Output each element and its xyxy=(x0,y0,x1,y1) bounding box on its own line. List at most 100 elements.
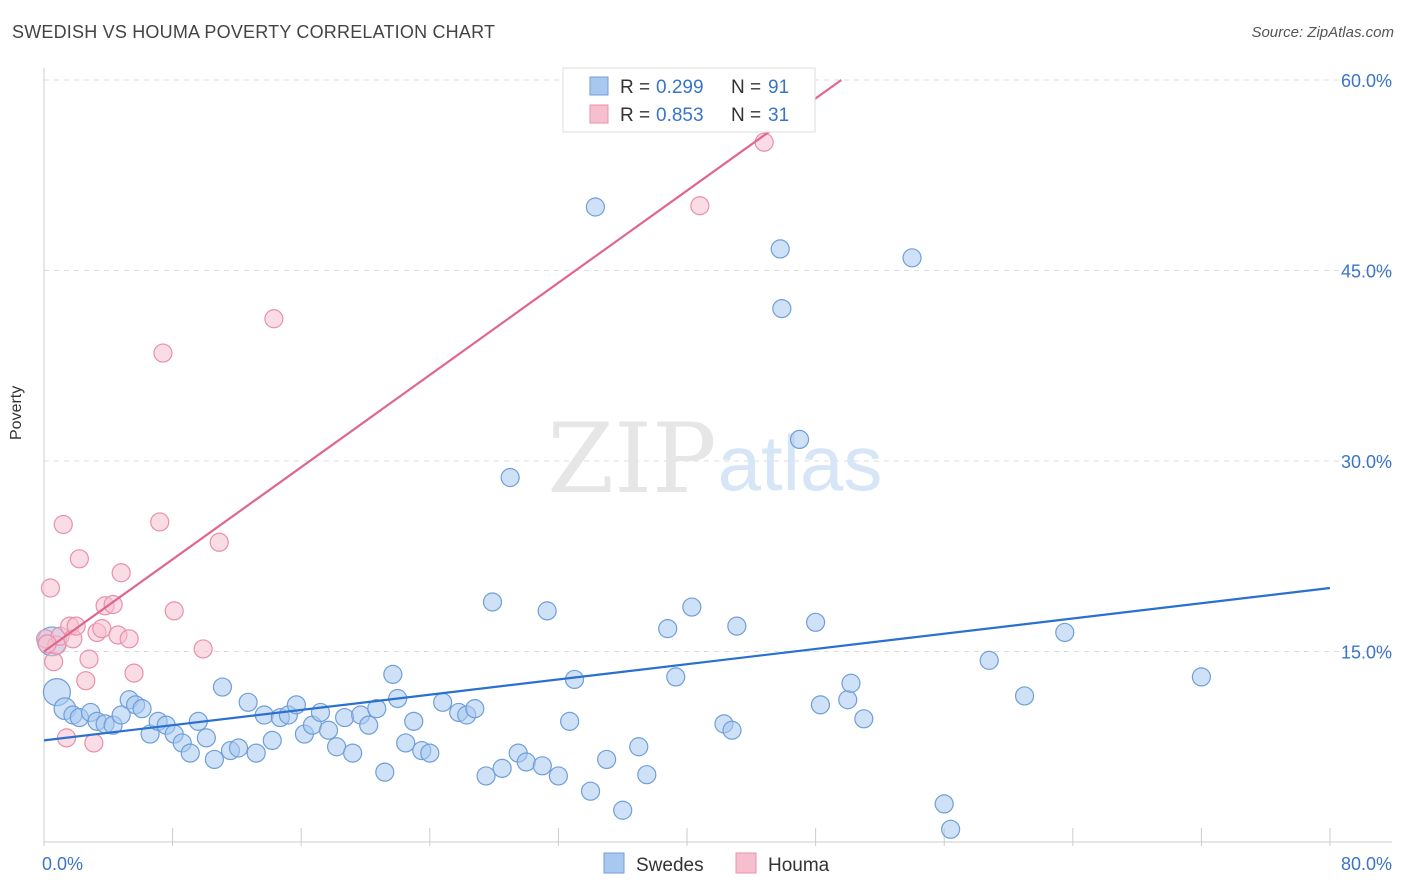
swedes-point xyxy=(383,664,403,684)
swedes-point xyxy=(564,669,585,690)
tick-labels: 15.0% 30.0% 45.0% 60.0% 0.0% 80.0% xyxy=(42,71,1392,874)
axes xyxy=(43,68,1392,846)
swedes-point xyxy=(180,743,200,763)
houma-point xyxy=(84,733,104,753)
y-tick-label: 15.0% xyxy=(1341,643,1392,663)
legend-label: Swedes xyxy=(636,855,704,876)
swedes-point xyxy=(335,707,355,728)
swedes-point xyxy=(841,673,861,693)
swedes-point xyxy=(597,749,617,770)
source-credit: Source: ZipAtlas.com xyxy=(1251,24,1394,41)
swedes-point xyxy=(111,705,131,725)
trend-lines xyxy=(43,79,1331,742)
swedes-point xyxy=(482,592,503,612)
swedes-point xyxy=(238,692,258,712)
swedes-point xyxy=(465,699,485,719)
stats-r-label: R = xyxy=(620,105,650,126)
swedes-point xyxy=(359,715,379,735)
houma-point xyxy=(153,343,173,363)
swedes-point xyxy=(854,709,874,729)
legend-swatch xyxy=(603,852,625,874)
stats-r-label: R = xyxy=(620,77,650,98)
stats-swatch xyxy=(589,104,609,124)
chart-title: SWEDISH VS HOUMA POVERTY CORRELATION CHA… xyxy=(12,22,496,42)
stats-legend: R = 0.299 N = 91 R = 0.853 N = 31 xyxy=(562,67,816,133)
swedes-point xyxy=(1191,667,1212,687)
swedes-point xyxy=(789,429,810,450)
houma-point xyxy=(193,639,213,659)
houma-point xyxy=(124,663,144,683)
houma-point xyxy=(119,629,139,649)
houma-point xyxy=(92,619,112,639)
swedes-point xyxy=(420,743,440,763)
swedes-point xyxy=(132,699,152,719)
swedes-point xyxy=(902,248,922,268)
swedes-point xyxy=(492,758,512,778)
swedes-point xyxy=(629,737,649,757)
swedes-point xyxy=(548,766,569,786)
swedes-point xyxy=(262,730,282,751)
stats-r-value: 0.853 xyxy=(656,105,704,126)
y-tick-label: 30.0% xyxy=(1341,452,1392,472)
legend-label: Houma xyxy=(768,855,830,876)
swedes-point xyxy=(941,819,961,839)
swedes-point xyxy=(1014,686,1035,706)
swedes-point xyxy=(772,299,792,319)
swedes-point xyxy=(979,650,999,670)
swedes-trend-line xyxy=(43,586,1331,742)
houma-point xyxy=(44,652,64,672)
x-tick-label-max: 80.0% xyxy=(1341,854,1392,874)
stats-swatch xyxy=(589,76,609,96)
houma-point xyxy=(69,549,89,569)
swedes-point xyxy=(658,619,678,639)
swedes-point xyxy=(537,601,557,621)
swedes-point xyxy=(613,800,633,820)
houma-point xyxy=(76,671,96,691)
swedes-point xyxy=(343,743,363,763)
houma-point xyxy=(690,196,710,216)
series-legend: Swedes Houma xyxy=(603,852,830,876)
x-tick-label-min: 0.0% xyxy=(42,854,83,874)
series-swedes xyxy=(37,197,1212,839)
swedes-point xyxy=(212,677,233,697)
legend-swatch xyxy=(735,852,757,874)
houma-point xyxy=(40,578,61,598)
swedes-point xyxy=(433,692,453,712)
swedes-point xyxy=(326,737,347,757)
swedes-point xyxy=(666,667,686,687)
swedes-point xyxy=(246,743,266,763)
houma-point xyxy=(79,649,99,669)
swedes-point xyxy=(516,752,536,772)
swedes-point xyxy=(476,766,496,786)
watermark-zip: ZIP xyxy=(547,403,716,515)
swedes-point xyxy=(722,720,742,740)
houma-point xyxy=(53,514,73,535)
swedes-point xyxy=(367,699,387,719)
houma-point xyxy=(264,309,284,329)
houma-trend-line xyxy=(43,79,842,653)
grid-lines xyxy=(44,79,1392,652)
swedes-point xyxy=(838,690,858,710)
swedes-point xyxy=(805,612,826,632)
swedes-point xyxy=(318,720,339,740)
swedes-point xyxy=(682,597,702,617)
stats-r-value: 0.299 xyxy=(656,77,704,98)
houma-point xyxy=(111,563,131,583)
swedes-point xyxy=(396,733,416,753)
swedes-point xyxy=(580,781,601,801)
stats-n-label: N = xyxy=(731,77,761,98)
swedes-point xyxy=(934,794,954,814)
stats-n-label: N = xyxy=(731,105,761,126)
houma-point xyxy=(209,532,229,552)
swedes-point xyxy=(228,738,249,758)
swedes-point xyxy=(810,695,831,715)
swedes-point xyxy=(204,749,224,770)
swedes-point xyxy=(500,467,520,488)
swedes-point xyxy=(727,616,747,636)
y-tick-label: 45.0% xyxy=(1341,262,1392,282)
swedes-point xyxy=(375,762,395,782)
houma-point xyxy=(150,512,170,532)
swedes-point xyxy=(404,711,424,731)
swedes-point xyxy=(560,711,580,731)
